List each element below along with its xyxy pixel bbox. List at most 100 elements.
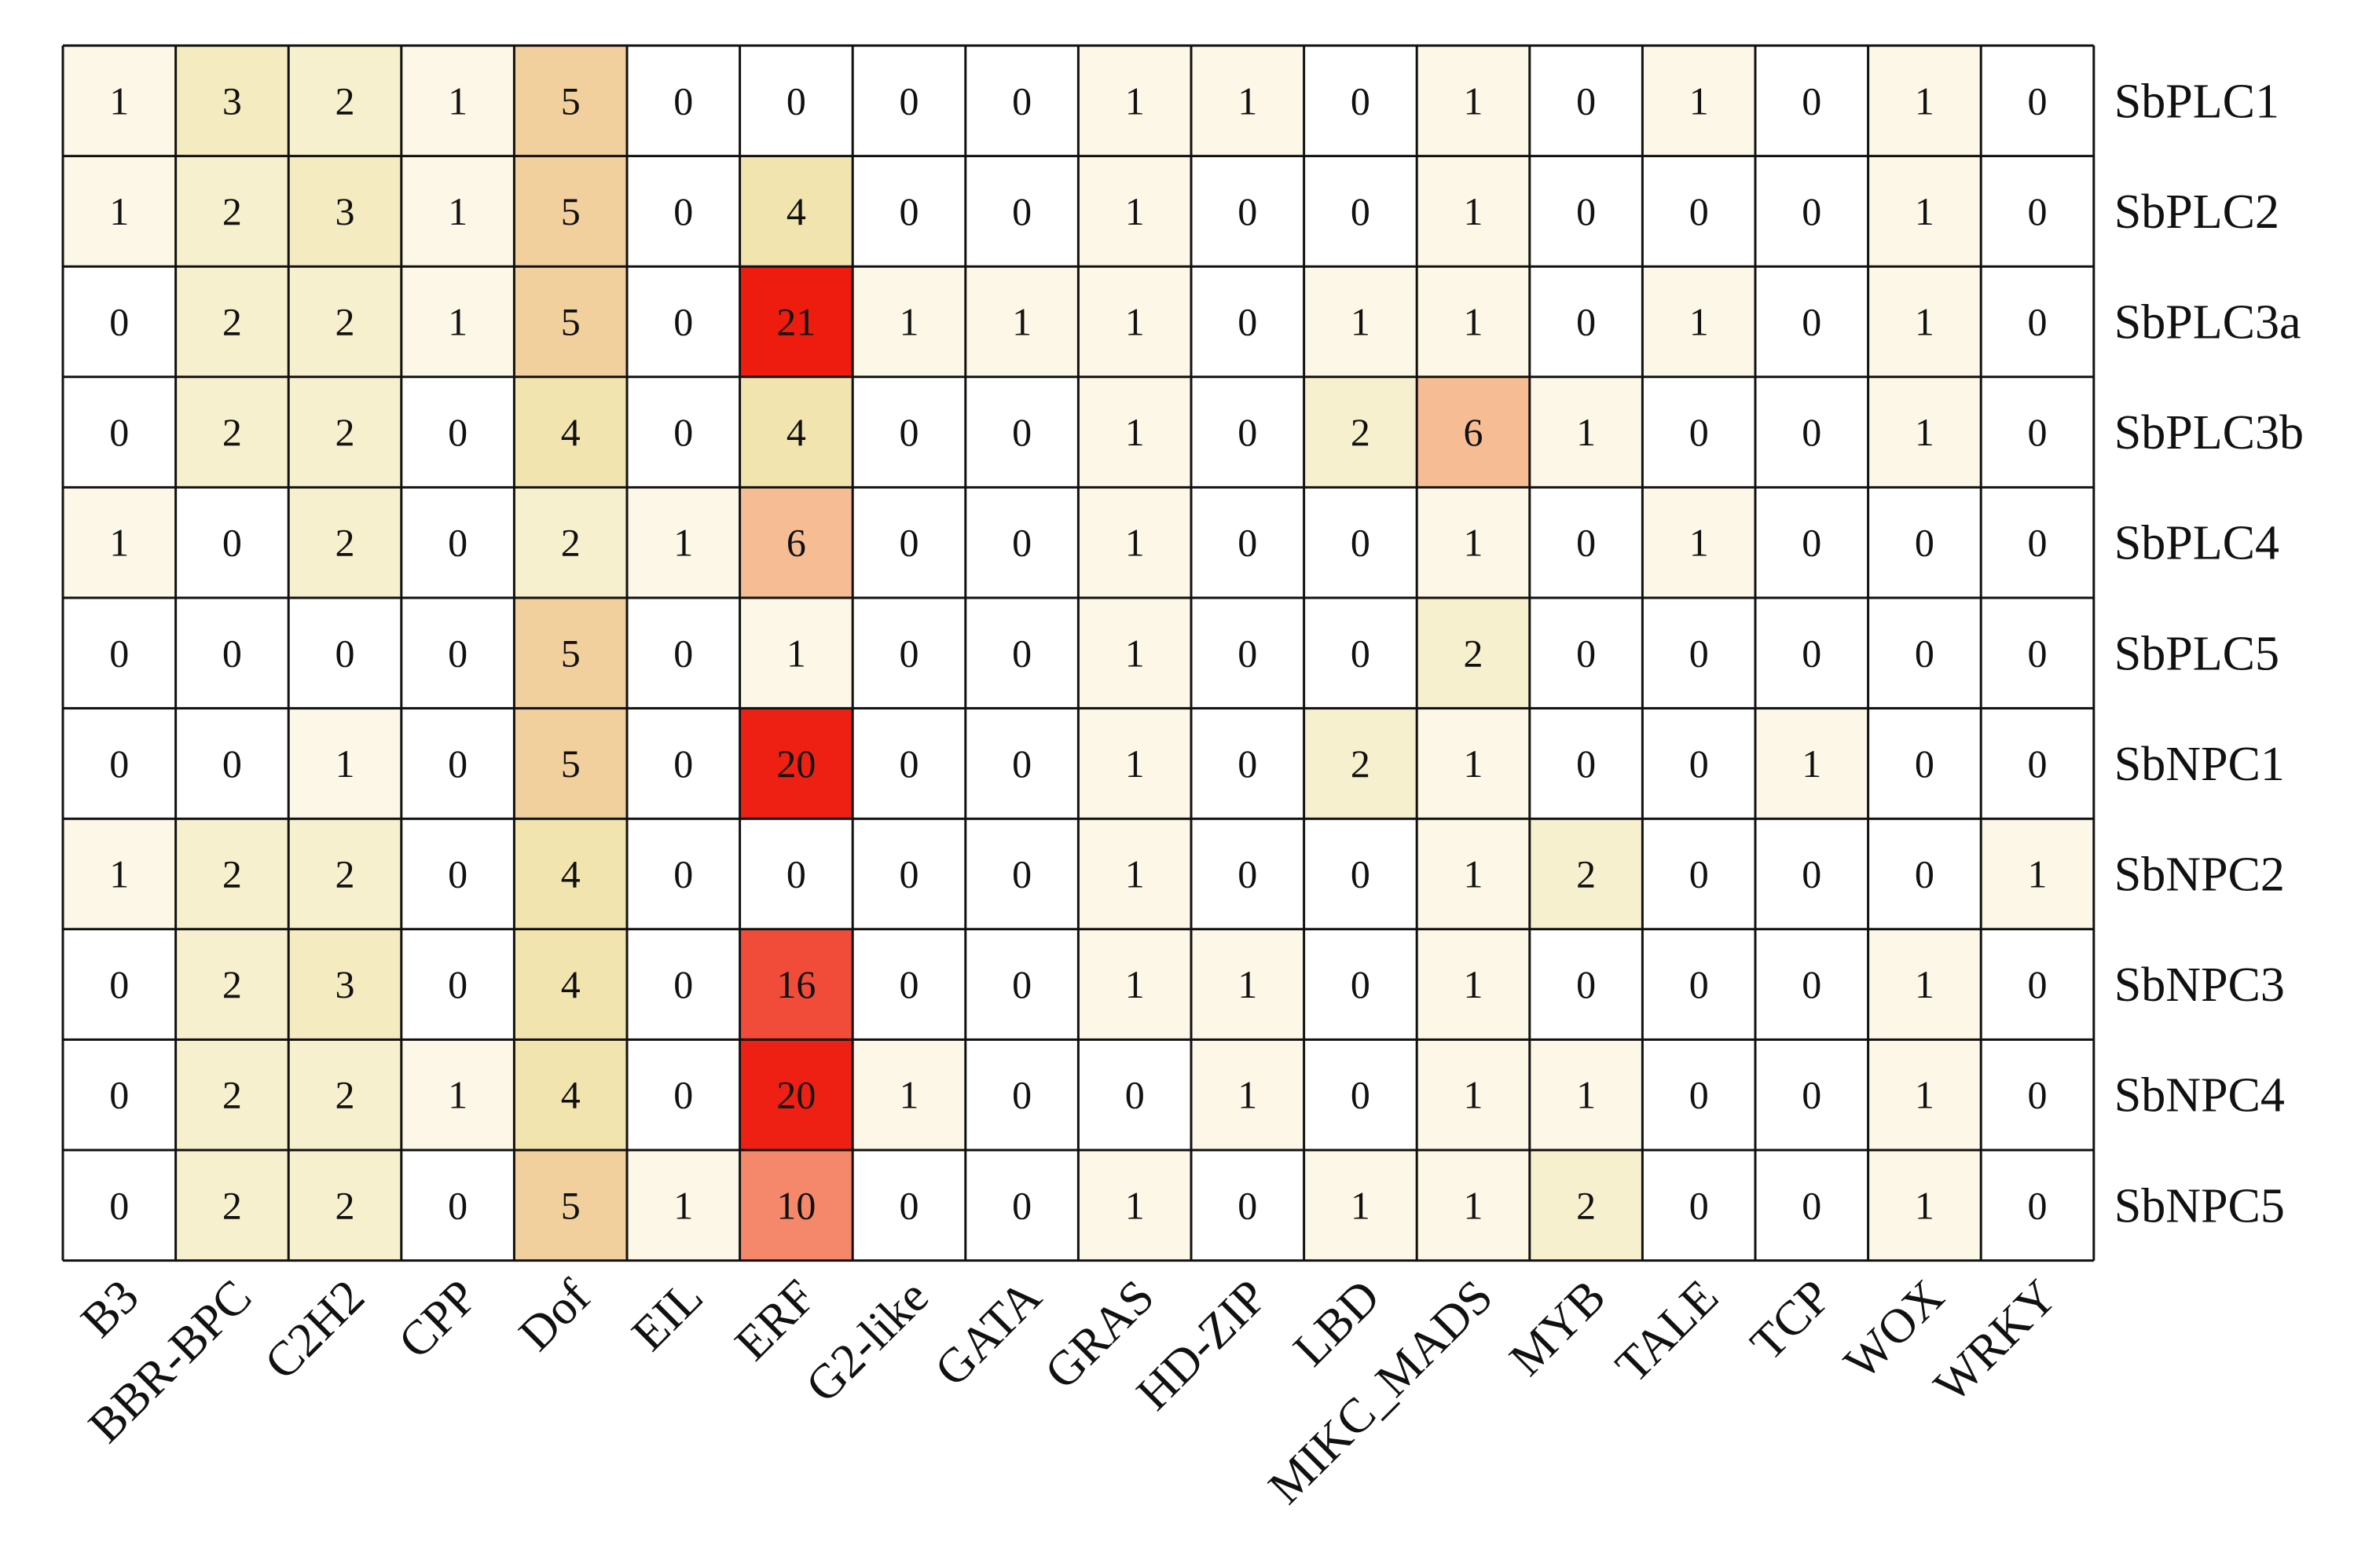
cell-value-label: 1 bbox=[1689, 521, 1709, 565]
row-label: SbNPC5 bbox=[2114, 1179, 2285, 1233]
cell-value-labels: 1 3 2 1 5 0 0 0 0 1 1 0 1 0 1 0 1 01 2 3 1 5 0 4 0 0 1 0 0 1 0 0 0 1 00 2 2 1… bbox=[109, 79, 2047, 1227]
heatmap-cell bbox=[1755, 1150, 1868, 1261]
cell-value-label: 0 bbox=[1689, 742, 1709, 786]
heatmap-cell bbox=[175, 46, 289, 156]
heatmap-cell bbox=[1642, 46, 1755, 156]
cell-value-label: 0 bbox=[1576, 521, 1596, 565]
heatmap-cell bbox=[1868, 1150, 1982, 1261]
cell-value-label: 2 bbox=[1464, 631, 1483, 675]
heatmap-cell bbox=[1304, 487, 1417, 598]
cell-value-label: 0 bbox=[1802, 79, 1821, 123]
heatmap-cell bbox=[1417, 708, 1530, 819]
cell-value-label: 2 bbox=[336, 410, 355, 454]
row-label: SbNPC4 bbox=[2114, 1069, 2285, 1123]
cell-value-label: 1 bbox=[1012, 300, 1032, 344]
column-label: C2H2 bbox=[255, 1269, 375, 1390]
cell-value-label: 1 bbox=[1802, 742, 1821, 786]
heatmap-cell bbox=[1191, 929, 1304, 1040]
cell-value-label: 1 bbox=[2028, 852, 2048, 896]
cell-value-label: 0 bbox=[1238, 189, 1257, 233]
cell-value-label: 2 bbox=[222, 189, 242, 233]
cell-value-label: 0 bbox=[448, 742, 468, 786]
heatmap-cell bbox=[1304, 708, 1417, 819]
heatmap-cell bbox=[1755, 487, 1868, 598]
cell-value-label: 1 bbox=[1464, 79, 1483, 123]
heatmap-cell bbox=[1078, 46, 1191, 156]
cell-value-label: 0 bbox=[1689, 1183, 1709, 1227]
heatmap-cell bbox=[1529, 156, 1643, 267]
cell-value-label: 2 bbox=[1351, 742, 1370, 786]
cell-value-label: 0 bbox=[673, 631, 693, 675]
heatmap-cell bbox=[288, 598, 402, 709]
heatmap-cell bbox=[1981, 156, 2094, 267]
cell-value-label: 0 bbox=[1351, 852, 1370, 896]
row-label: SbPLC5 bbox=[2114, 627, 2279, 680]
cell-value-label: 1 bbox=[336, 742, 355, 786]
heatmap-cell bbox=[739, 46, 853, 156]
cell-value-label: 0 bbox=[1915, 631, 1934, 675]
cell-value-label: 0 bbox=[1802, 410, 1821, 454]
cell-value-label: 0 bbox=[448, 521, 468, 565]
heatmap-cell bbox=[63, 1039, 176, 1150]
heatmap-cell bbox=[1642, 156, 1755, 267]
row-label: SbPLC3b bbox=[2114, 406, 2304, 460]
cell-value-label: 2 bbox=[336, 79, 355, 123]
heatmap-cell bbox=[1191, 156, 1304, 267]
cell-value-label: 20 bbox=[776, 742, 816, 786]
cell-value-label: 0 bbox=[1689, 1073, 1709, 1117]
cell-value-label: 0 bbox=[448, 852, 468, 896]
heatmap-cell bbox=[965, 708, 1079, 819]
cell-value-label: 0 bbox=[1012, 1183, 1032, 1227]
heatmap-cell bbox=[739, 929, 853, 1040]
cell-value-label: 0 bbox=[1915, 521, 1934, 565]
heatmap-cell bbox=[1868, 156, 1982, 267]
cell-value-label: 0 bbox=[448, 410, 468, 454]
cell-value-label: 1 bbox=[1351, 1183, 1370, 1227]
heatmap-cell bbox=[63, 376, 176, 488]
heatmap-cell bbox=[627, 598, 740, 709]
heatmap-cell bbox=[1078, 156, 1191, 267]
heatmap-cell bbox=[175, 266, 289, 377]
heatmap-cell bbox=[1868, 266, 1982, 377]
cell-value-label: 4 bbox=[561, 410, 581, 454]
cell-value-label: 0 bbox=[109, 300, 129, 344]
heatmap-cell bbox=[1755, 708, 1868, 819]
heatmap-cell bbox=[1981, 1039, 2094, 1150]
cell-value-label: 0 bbox=[1238, 1183, 1257, 1227]
cell-value-label: 0 bbox=[1802, 1073, 1821, 1117]
cell-value-label: 1 bbox=[1464, 300, 1483, 344]
cell-value-label: 0 bbox=[1012, 521, 1032, 565]
heatmap-cell bbox=[1078, 1039, 1191, 1150]
cell-value-label: 0 bbox=[900, 79, 919, 123]
cell-value-label: 0 bbox=[1915, 852, 1934, 896]
cell-value-label: 2 bbox=[1576, 852, 1596, 896]
heatmap-cell bbox=[1078, 929, 1191, 1040]
row-label: SbNPC3 bbox=[2114, 958, 2285, 1012]
heatmap-cell bbox=[965, 1150, 1079, 1261]
cell-value-label: 1 bbox=[1125, 189, 1145, 233]
cell-value-label: 0 bbox=[1689, 962, 1709, 1006]
heatmap-cell bbox=[1078, 487, 1191, 598]
heatmap-cell bbox=[1078, 376, 1191, 488]
heatmap-cell bbox=[1304, 929, 1417, 1040]
heatmap-cell bbox=[1755, 819, 1868, 929]
heatmap-cell bbox=[175, 708, 289, 819]
heatmap-cell bbox=[627, 819, 740, 929]
cell-value-label: 1 bbox=[1125, 631, 1145, 675]
heatmap-cell bbox=[1981, 708, 2094, 819]
heatmap-cell bbox=[1755, 156, 1868, 267]
cell-value-label: 4 bbox=[561, 962, 581, 1006]
heatmap-cell bbox=[739, 1039, 853, 1150]
cell-value-label: 0 bbox=[1012, 852, 1032, 896]
heatmap-cell bbox=[63, 1150, 176, 1261]
cell-value-label: 1 bbox=[1689, 300, 1709, 344]
cell-value-label: 3 bbox=[336, 189, 355, 233]
heatmap-cell bbox=[1078, 819, 1191, 929]
heatmap-cell bbox=[739, 1150, 853, 1261]
cell-value-label: 1 bbox=[1464, 1183, 1483, 1227]
heatmap-cell bbox=[1191, 46, 1304, 156]
cell-value-label: 0 bbox=[448, 1183, 468, 1227]
heatmap-grid bbox=[61, 44, 2096, 1262]
heatmap-cell bbox=[1755, 1039, 1868, 1150]
